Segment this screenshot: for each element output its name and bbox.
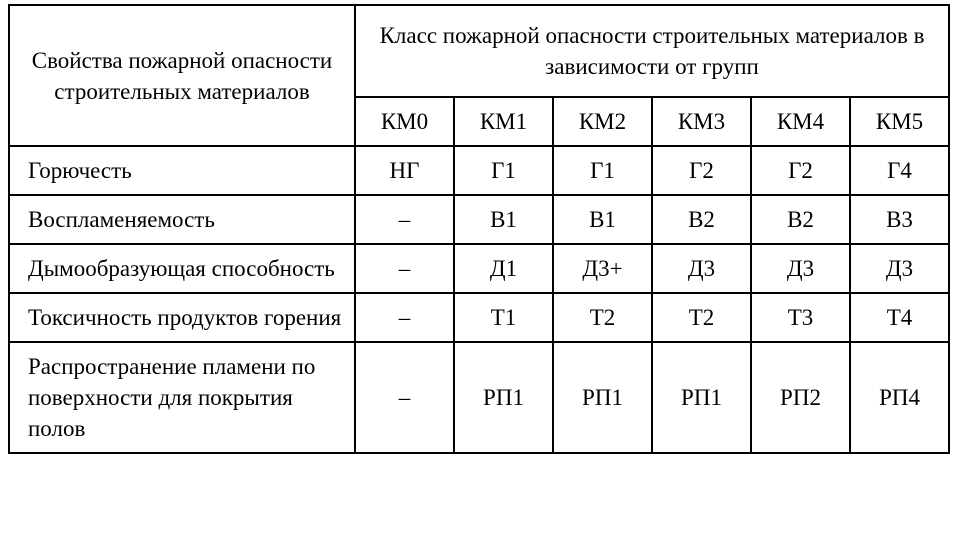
cell: Д1 bbox=[454, 244, 553, 293]
header-row-label: Свойства пожарной опасности строительных… bbox=[9, 5, 355, 146]
table-row: Дымообразующая способность – Д1 Д3+ Д3 Д… bbox=[9, 244, 949, 293]
cell: РП1 bbox=[553, 342, 652, 453]
cell: В3 bbox=[850, 195, 949, 244]
cell: НГ bbox=[355, 146, 454, 195]
row-label: Горючесть bbox=[9, 146, 355, 195]
cell: Т2 bbox=[652, 293, 751, 342]
cell: Г1 bbox=[553, 146, 652, 195]
cell: Д3 bbox=[850, 244, 949, 293]
cell: – bbox=[355, 342, 454, 453]
table-row: Распространение пламени по поверхности д… bbox=[9, 342, 949, 453]
cell: Д3 bbox=[652, 244, 751, 293]
cell: Т1 bbox=[454, 293, 553, 342]
cell: Д3 bbox=[751, 244, 850, 293]
cell: В1 bbox=[553, 195, 652, 244]
col-km0: КМ0 bbox=[355, 97, 454, 146]
cell: – bbox=[355, 293, 454, 342]
cell: Г4 bbox=[850, 146, 949, 195]
cell: Г2 bbox=[751, 146, 850, 195]
cell: РП4 bbox=[850, 342, 949, 453]
cell: РП1 bbox=[652, 342, 751, 453]
cell: Г1 bbox=[454, 146, 553, 195]
col-km4: КМ4 bbox=[751, 97, 850, 146]
col-km2: КМ2 bbox=[553, 97, 652, 146]
cell: – bbox=[355, 195, 454, 244]
cell: В2 bbox=[652, 195, 751, 244]
row-label: Дымообразующая способность bbox=[9, 244, 355, 293]
table-row: Горючесть НГ Г1 Г1 Г2 Г2 Г4 bbox=[9, 146, 949, 195]
cell: РП1 bbox=[454, 342, 553, 453]
col-km5: КМ5 bbox=[850, 97, 949, 146]
cell: РП2 bbox=[751, 342, 850, 453]
row-label: Воспламеняемость bbox=[9, 195, 355, 244]
col-km3: КМ3 bbox=[652, 97, 751, 146]
cell: Т4 bbox=[850, 293, 949, 342]
table-row: Токсичность продуктов горения – Т1 Т2 Т2… bbox=[9, 293, 949, 342]
row-label: Токсичность продуктов горения bbox=[9, 293, 355, 342]
cell: Т2 bbox=[553, 293, 652, 342]
cell: Т3 bbox=[751, 293, 850, 342]
cell: Г2 bbox=[652, 146, 751, 195]
cell: Д3+ bbox=[553, 244, 652, 293]
cell: В2 bbox=[751, 195, 850, 244]
header-group-title: Класс пожарной опасности строительных ма… bbox=[355, 5, 949, 97]
cell: В1 bbox=[454, 195, 553, 244]
col-km1: КМ1 bbox=[454, 97, 553, 146]
fire-hazard-table: Свойства пожарной опасности строительных… bbox=[8, 4, 950, 454]
table-row: Воспламеняемость – В1 В1 В2 В2 В3 bbox=[9, 195, 949, 244]
table-container: Свойства пожарной опасности строительных… bbox=[0, 0, 956, 458]
row-label: Распространение пламени по поверхности д… bbox=[9, 342, 355, 453]
cell: – bbox=[355, 244, 454, 293]
